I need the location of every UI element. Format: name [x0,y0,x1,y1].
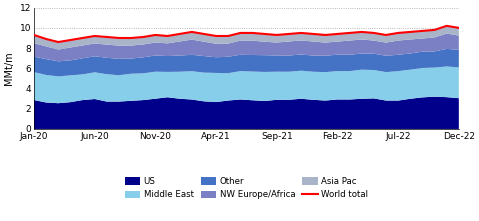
Legend: US, Middle East, Other, NW Europe/Africa, Asia Pac, World total: US, Middle East, Other, NW Europe/Africa… [125,177,368,199]
Y-axis label: MMt/m: MMt/m [4,51,14,85]
